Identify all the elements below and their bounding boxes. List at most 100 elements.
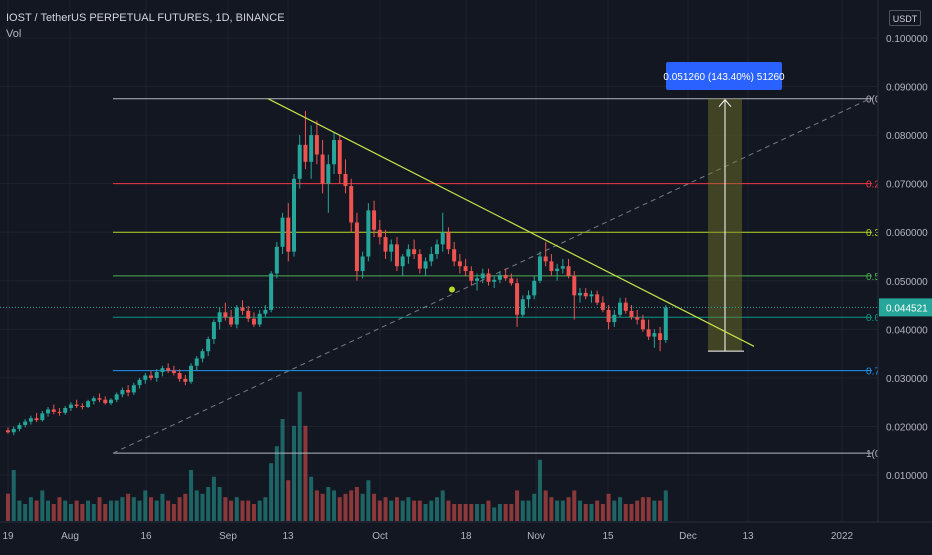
- volume-bar: [326, 487, 331, 521]
- candle-body: [635, 317, 640, 320]
- candle-body: [177, 373, 182, 379]
- candle-body: [137, 379, 142, 386]
- volume-bar: [515, 490, 520, 521]
- candle-body: [618, 302, 623, 315]
- y-tick-label: 0.010000: [886, 471, 928, 482]
- volume-bar: [469, 504, 474, 521]
- volume-bar: [509, 504, 514, 521]
- candle-body: [126, 390, 131, 393]
- volume-bar: [320, 493, 325, 521]
- volume-bar: [86, 500, 91, 521]
- volume-bar: [652, 500, 657, 521]
- candle-body: [452, 249, 457, 262]
- volume-bar: [200, 493, 205, 521]
- volume-bar: [211, 476, 216, 521]
- volume-bar: [389, 500, 394, 521]
- volume-bar: [423, 504, 428, 521]
- fib-level-label: 0.2: [866, 180, 880, 191]
- candle-body: [149, 375, 153, 378]
- candle-body: [80, 406, 85, 408]
- marker-dot: [449, 286, 455, 293]
- trend-line: [267, 98, 755, 347]
- volume-bar: [57, 497, 62, 521]
- volume-bar: [40, 490, 45, 521]
- volume-bar: [251, 504, 256, 521]
- candle-body: [223, 312, 228, 318]
- volume-bar: [372, 493, 377, 521]
- candle-body: [68, 404, 73, 408]
- volume-bar: [618, 497, 623, 521]
- candle-body: [269, 273, 274, 310]
- volume-bar: [274, 446, 279, 521]
- volume-bar: [286, 480, 291, 521]
- volume-bar: [572, 490, 577, 521]
- volume-bar: [486, 500, 491, 521]
- candle-body: [360, 256, 365, 272]
- candle-body: [309, 135, 314, 162]
- x-tick-label: Dec: [679, 531, 697, 542]
- volume-bar: [394, 497, 399, 521]
- candle-body: [406, 249, 411, 257]
- x-tick-label: 19: [2, 531, 14, 542]
- volume-bar: [463, 504, 468, 521]
- candle-body: [646, 329, 651, 337]
- candle-body: [435, 244, 439, 255]
- volume-bar: [297, 391, 302, 521]
- candle-body: [457, 261, 462, 267]
- volume-bar: [532, 493, 537, 521]
- candle-body: [537, 256, 542, 281]
- volume-bar: [600, 504, 605, 521]
- candle-body: [389, 244, 394, 252]
- candle-body: [314, 135, 319, 155]
- volume-bar: [68, 504, 73, 521]
- volume-bar: [166, 500, 171, 521]
- y-tick-label: 0.090000: [886, 83, 928, 94]
- candle-body: [600, 302, 605, 310]
- candle-body: [17, 424, 22, 429]
- volume-bar: [612, 500, 617, 521]
- candle-body: [251, 318, 256, 325]
- candle-body: [612, 314, 617, 323]
- volume-bar: [429, 500, 434, 521]
- volume-bar: [475, 504, 480, 521]
- volume-bar: [309, 476, 314, 521]
- candle-body: [131, 385, 136, 393]
- volume-bar: [149, 497, 153, 521]
- y-tick-label: 0.080000: [886, 131, 928, 142]
- candle-body: [160, 368, 165, 373]
- volume-bar: [640, 497, 645, 521]
- volume-bar: [406, 497, 411, 521]
- volume-bar: [206, 487, 211, 521]
- volume-bar: [606, 493, 611, 521]
- candle-body: [63, 407, 68, 413]
- y-tick-label: 0.030000: [886, 374, 928, 385]
- measure-label: 0.051260 (143.40%) 51260: [663, 72, 785, 83]
- candle-body: [274, 246, 279, 274]
- candle-body: [320, 154, 325, 184]
- volume-bar: [480, 504, 485, 521]
- currency-button[interactable]: USDT: [889, 10, 921, 26]
- candle-body: [463, 266, 468, 272]
- candle-body: [194, 358, 199, 366]
- volume-bar: [17, 500, 22, 521]
- volume-bar: [292, 425, 296, 521]
- volume-bar: [246, 500, 251, 521]
- x-tick-label: 13: [282, 531, 294, 542]
- x-tick-label: 15: [602, 531, 614, 542]
- volume-bar: [595, 500, 600, 521]
- y-tick-label: 0.060000: [886, 228, 928, 239]
- candle-body: [240, 307, 245, 311]
- candle-body: [11, 428, 16, 433]
- candle-body: [280, 217, 285, 247]
- volume-bar: [526, 500, 531, 521]
- candle-body: [166, 368, 171, 371]
- volume-bar: [120, 497, 125, 521]
- volume-bar: [154, 500, 159, 521]
- y-tick-label: 0.050000: [886, 277, 928, 288]
- volume-bar: [440, 490, 445, 521]
- candle-body: [354, 222, 359, 272]
- volume-bar: [97, 497, 102, 521]
- candle-body: [246, 310, 251, 319]
